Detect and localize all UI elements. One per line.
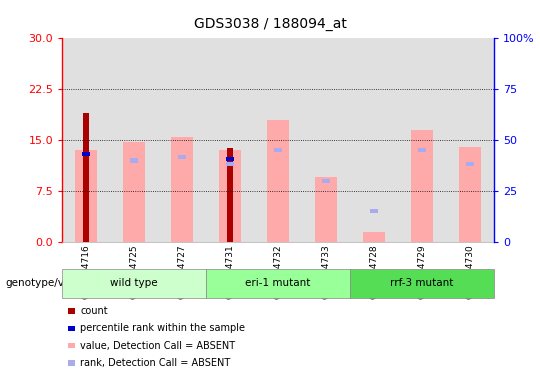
Text: value, Detection Call = ABSENT: value, Detection Call = ABSENT — [80, 341, 235, 351]
Bar — [254, 38, 302, 242]
Bar — [302, 38, 350, 242]
Bar — [123, 142, 145, 242]
Text: count: count — [80, 306, 108, 316]
Bar — [219, 151, 241, 242]
Bar — [370, 209, 379, 214]
Bar — [226, 157, 234, 161]
Bar — [350, 38, 398, 242]
Bar — [178, 155, 186, 159]
Bar — [460, 147, 481, 242]
Bar — [274, 148, 282, 152]
Bar — [466, 162, 475, 166]
Bar — [227, 148, 233, 242]
Text: wild type: wild type — [110, 278, 158, 288]
Bar — [82, 152, 90, 156]
Text: rrf-3 mutant: rrf-3 mutant — [390, 278, 454, 288]
Text: GDS3038 / 188094_at: GDS3038 / 188094_at — [193, 17, 347, 31]
Bar — [446, 38, 494, 242]
Bar — [267, 120, 289, 242]
Bar — [418, 148, 427, 152]
Bar — [226, 162, 234, 166]
Bar — [322, 179, 330, 183]
Text: eri-1 mutant: eri-1 mutant — [245, 278, 311, 288]
Bar — [130, 159, 138, 162]
Bar — [83, 113, 89, 242]
Text: percentile rank within the sample: percentile rank within the sample — [80, 323, 246, 333]
Text: genotype/variation: genotype/variation — [5, 278, 105, 288]
Bar — [75, 151, 97, 242]
Bar — [158, 38, 206, 242]
Text: rank, Detection Call = ABSENT: rank, Detection Call = ABSENT — [80, 358, 231, 368]
Bar — [411, 130, 433, 242]
Bar — [363, 232, 385, 242]
Bar — [315, 177, 337, 242]
Bar — [171, 137, 193, 242]
Bar — [110, 38, 158, 242]
Bar — [206, 38, 254, 242]
Bar — [398, 38, 446, 242]
Bar — [62, 38, 110, 242]
